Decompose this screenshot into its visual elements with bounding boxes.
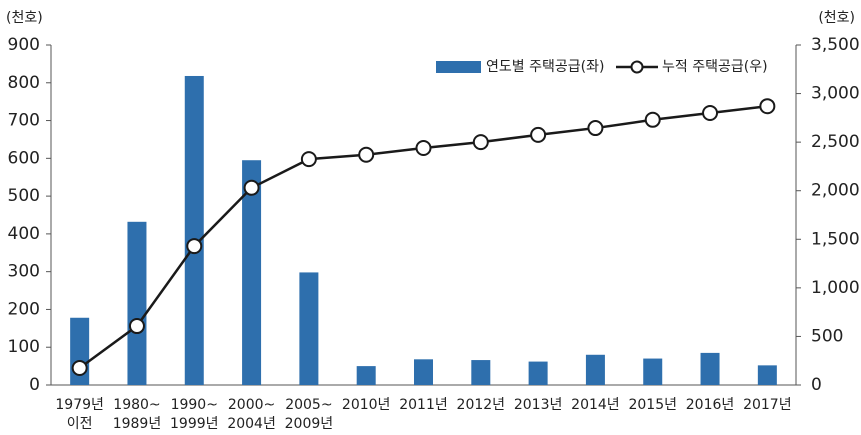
x-tick-label: 1990~ [171,397,218,413]
x-tick-label: 2016년 [686,397,735,413]
y2-tick-label: 500 [811,326,843,346]
legend-swatch [436,61,481,73]
y-tick-label: 900 [8,35,40,55]
bar [471,360,491,385]
y-tick-label: 400 [8,224,40,244]
bar [528,361,548,385]
y2-tick-label: 2,500 [811,132,860,152]
bar [127,221,147,385]
x-tick-label: 1980~ [113,397,160,413]
y2-tick-label: 3,500 [811,35,860,55]
x-tick-label: 이전 [67,416,93,432]
y2-unit: (천호) [818,10,855,26]
bar [242,160,262,385]
y-tick-label: 0 [29,375,40,395]
x-tick-label: 2010년 [342,397,391,413]
y2-tick-label: 0 [811,375,822,395]
bar [643,358,663,385]
bar [757,365,777,385]
legend-marker [630,60,644,74]
y2-tick-label: 1,500 [811,229,860,249]
line-marker [644,111,661,128]
bar [356,366,376,385]
x-tick-label: 1979년 [55,397,104,413]
line-marker [759,98,776,115]
line-marker [300,151,317,168]
x-tick-label: 1989년 [113,416,162,432]
x-tick-label: 1999년 [170,416,219,432]
line-marker [415,139,432,156]
x-tick-label: 2013년 [514,397,563,413]
line-marker [587,120,604,137]
x-tick-label: 2004년 [227,416,276,432]
x-tick-label: 2015년 [628,397,677,413]
x-tick-label: 2017년 [743,397,792,413]
line-marker [128,318,145,335]
x-tick-label: 2014년 [571,397,620,413]
x-tick-label: 2000~ [228,397,275,413]
bar [299,272,319,385]
line-marker [71,360,88,376]
x-tick-label: 2005~ [285,397,332,413]
line-marker [358,146,375,163]
legend-label: 연도별 주택공급(좌) [486,59,604,75]
y-tick-label: 100 [8,337,40,357]
y-tick-label: 600 [8,148,40,168]
line-marker [472,134,489,151]
legend-label: 누적 주택공급(우) [662,59,768,75]
y-tick-label: 700 [8,111,40,131]
y-tick-label: 800 [8,73,40,93]
y-unit: (천호) [6,10,43,26]
y2-tick-label: 3,000 [811,84,860,104]
line-marker [530,126,547,143]
y-tick-label: 300 [8,262,40,282]
x-tick-label: 2009년 [285,416,334,432]
bar [700,352,720,385]
line-marker [186,238,203,255]
y-tick-label: 200 [8,299,40,319]
x-tick-label: 2012년 [457,397,506,413]
y2-tick-label: 2,000 [811,181,860,201]
bar [585,354,605,385]
line-marker [702,105,719,121]
y-tick-label: 500 [8,186,40,206]
line-marker [243,179,260,196]
y2-tick-label: 1,000 [811,278,860,298]
bar [414,359,433,385]
x-tick-label: 2011년 [399,397,448,413]
bar [184,75,204,385]
